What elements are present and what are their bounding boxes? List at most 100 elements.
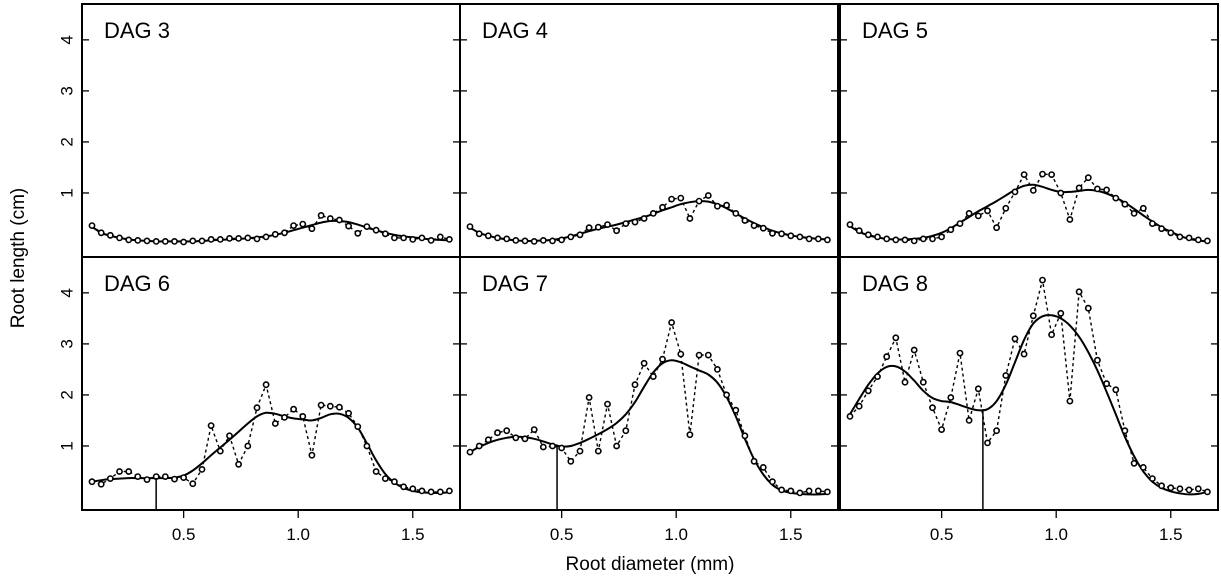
observed-point [704, 192, 712, 199]
observed-point [549, 442, 556, 450]
observed-point [530, 426, 538, 433]
observed-point [281, 413, 288, 421]
observed-point [1103, 186, 1110, 194]
observed-point [855, 227, 863, 235]
observed-point [189, 237, 197, 245]
observed-point [1066, 216, 1074, 223]
observed-point [1149, 475, 1156, 482]
observed-point [226, 432, 233, 440]
observed-point [335, 216, 343, 224]
panel-frame [459, 256, 839, 511]
observed-point [892, 236, 900, 244]
observed-point [1158, 482, 1165, 490]
smoothed-series-line [469, 359, 828, 496]
observed-point [143, 476, 151, 483]
observed-point [466, 448, 474, 456]
observed-point [475, 442, 483, 450]
observed-point [938, 233, 945, 241]
observed-point [253, 235, 261, 243]
observed-point [814, 487, 822, 495]
observed-point [390, 478, 398, 486]
observed-point [1057, 309, 1065, 317]
observed-point [161, 237, 169, 245]
observed-point [778, 486, 785, 494]
observed-point [216, 447, 224, 455]
observed-point [1011, 188, 1019, 196]
observed-point [512, 236, 520, 244]
observed-series-line [91, 382, 450, 493]
observed-point [576, 231, 584, 239]
observed-point [512, 434, 520, 442]
panel-title: DAG 7 [482, 271, 548, 296]
smoothed-series-line [849, 183, 1208, 243]
observed-point [207, 422, 215, 429]
observed-point [1204, 237, 1211, 245]
observed-point [965, 416, 973, 424]
observed-point [271, 230, 279, 238]
observed-point [189, 480, 197, 488]
observed-point [1194, 236, 1202, 244]
observed-point [400, 234, 407, 242]
y-tick-label: 1 [57, 188, 76, 197]
observed-point [1103, 380, 1110, 388]
observed-point [714, 365, 721, 373]
observed-point [207, 235, 215, 243]
observed-point [874, 233, 881, 241]
observed-point [668, 195, 675, 203]
observed-point [290, 405, 297, 413]
observed-point [622, 427, 630, 435]
x-tick-label: 1.0 [664, 525, 688, 544]
observed-point [171, 475, 178, 483]
chart-panel: DAG 8 0.5 1.0 1.5 [839, 256, 1219, 544]
observed-point [1075, 288, 1083, 296]
observed-point [613, 227, 620, 235]
observed-point [1139, 204, 1147, 212]
observed-point [1057, 189, 1065, 197]
observed-point [381, 230, 389, 238]
x-tick-label: 0.5 [930, 525, 954, 544]
observed-point [759, 224, 767, 232]
panel-title: DAG 5 [862, 18, 928, 43]
observed-point [326, 215, 334, 222]
y-tick-label: 1 [57, 441, 76, 450]
observed-point [846, 412, 854, 420]
observed-point [1020, 171, 1028, 178]
observed-point [271, 420, 279, 427]
observed-point [846, 221, 854, 228]
observed-point [244, 442, 252, 450]
observed-point [345, 222, 352, 230]
observed-point [308, 225, 316, 233]
observed-point [345, 409, 352, 417]
observed-point [864, 387, 872, 395]
observed-point [1029, 186, 1037, 194]
observed-point [1020, 350, 1028, 358]
y-tick-label: 4 [57, 35, 76, 44]
observed-point [585, 394, 593, 401]
observed-point [372, 468, 380, 475]
observed-point [974, 212, 982, 220]
observed-point [585, 224, 593, 232]
observed-point [1066, 397, 1074, 405]
chart-panel: DAG 6 1 2 3 4 0.5 1.0 1.5 [57, 256, 461, 544]
observed-point [824, 236, 831, 244]
observed-point [521, 237, 529, 245]
observed-point [549, 237, 556, 245]
observed-point [335, 403, 343, 411]
observed-point [134, 473, 142, 480]
observed-point [769, 478, 776, 486]
observed-point [475, 230, 483, 238]
observed-point [947, 394, 955, 401]
observed-point [1084, 174, 1092, 182]
observed-point [640, 215, 648, 222]
observed-point [901, 236, 909, 244]
observed-point [1002, 204, 1010, 212]
observed-point [974, 385, 982, 393]
observed-point [97, 480, 105, 488]
observed-point [539, 443, 547, 451]
observed-point [640, 359, 648, 367]
observed-point [363, 223, 371, 230]
observed-point [1167, 229, 1175, 237]
observed-point [874, 373, 881, 380]
observed-point [558, 236, 565, 244]
